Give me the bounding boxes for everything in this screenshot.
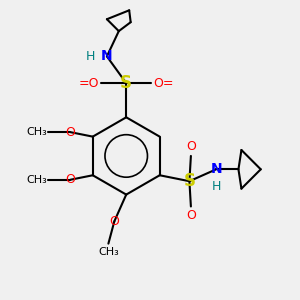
Text: H: H (212, 180, 221, 193)
Text: N: N (210, 162, 222, 176)
Text: O=: O= (153, 76, 173, 90)
Text: H: H (85, 50, 95, 63)
Text: N: N (101, 50, 113, 63)
Text: O: O (65, 173, 75, 186)
Text: O: O (186, 140, 196, 153)
Text: O: O (186, 209, 196, 222)
Text: CH₃: CH₃ (26, 127, 47, 137)
Text: =O: =O (79, 76, 100, 90)
Text: S: S (183, 172, 195, 190)
Text: O: O (110, 215, 119, 228)
Text: CH₃: CH₃ (26, 175, 47, 185)
Text: CH₃: CH₃ (98, 247, 119, 256)
Text: O: O (65, 126, 75, 139)
Text: S: S (120, 74, 132, 92)
